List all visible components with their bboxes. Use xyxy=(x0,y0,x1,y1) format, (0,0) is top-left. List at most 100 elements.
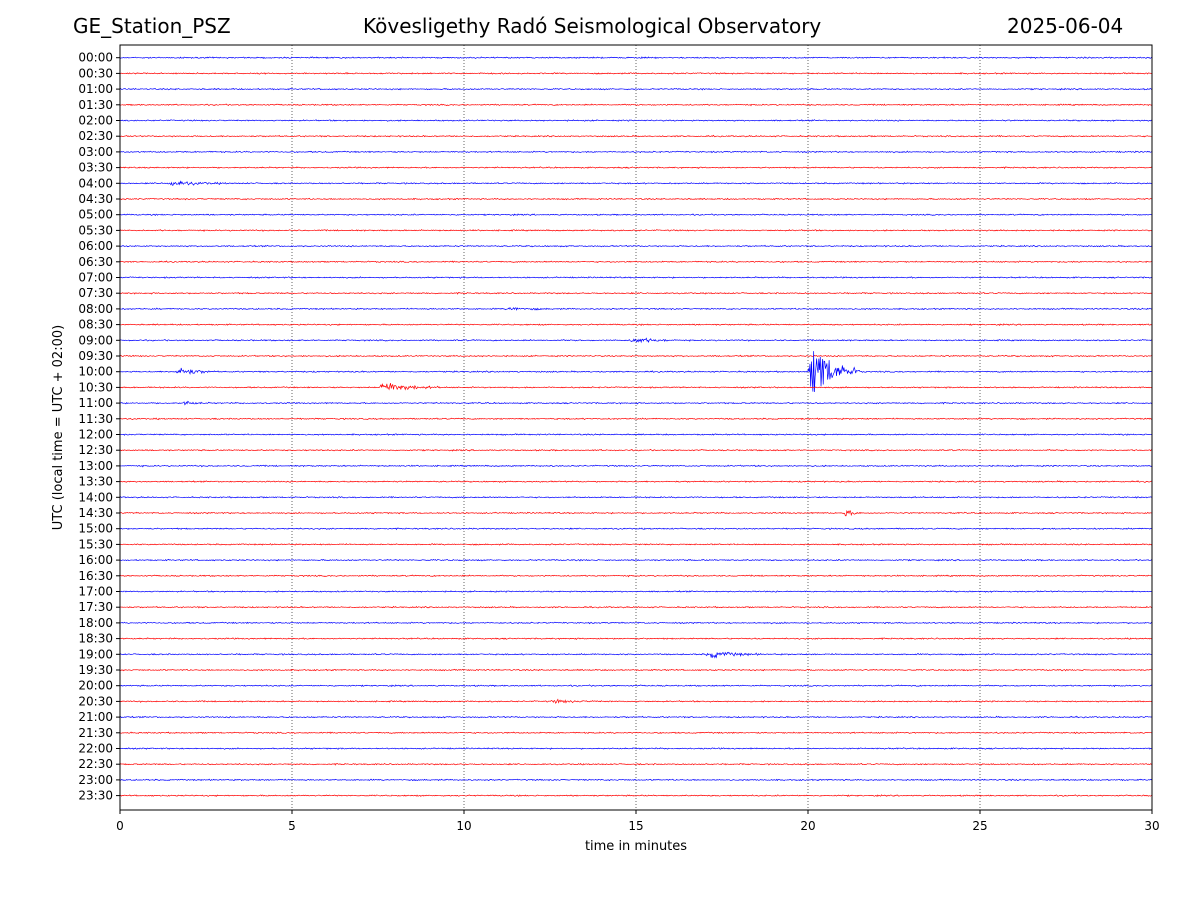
y-tick-label-03:30: 03:30 xyxy=(78,161,113,175)
y-tick-label-03:00: 03:00 xyxy=(78,145,113,159)
grid-lines xyxy=(291,45,981,810)
y-tick-label-06:30: 06:30 xyxy=(78,255,113,269)
x-tick-label: 5 xyxy=(288,819,296,833)
y-tick-label-15:30: 15:30 xyxy=(78,537,113,551)
trace-10:30 xyxy=(119,382,1153,391)
trace-08:00 xyxy=(119,306,1153,311)
y-tick-label-02:30: 02:30 xyxy=(78,129,113,143)
trace-07:30 xyxy=(119,291,1153,295)
trace-12:30 xyxy=(119,448,1153,452)
y-tick-label-10:00: 10:00 xyxy=(78,365,113,379)
station-title: GE_Station_PSZ xyxy=(73,14,231,38)
trace-18:00 xyxy=(119,621,1153,625)
x-tick-label: 10 xyxy=(456,819,471,833)
trace-08:30 xyxy=(119,323,1153,326)
trace-group xyxy=(119,56,1153,797)
trace-00:30 xyxy=(119,72,1153,75)
trace-14:30 xyxy=(119,509,1153,517)
trace-06:00 xyxy=(119,244,1153,248)
trace-11:00 xyxy=(119,400,1153,406)
trace-09:00 xyxy=(119,337,1153,344)
y-tick-label-09:30: 09:30 xyxy=(78,349,113,363)
trace-03:30 xyxy=(119,166,1153,170)
trace-23:00 xyxy=(119,778,1153,782)
date-title: 2025-06-04 xyxy=(1007,14,1124,38)
trace-19:30 xyxy=(119,668,1153,672)
x-tick-label: 0 xyxy=(116,819,124,833)
trace-20:30 xyxy=(119,698,1153,704)
trace-20:00 xyxy=(119,684,1153,688)
y-tick-label-11:00: 11:00 xyxy=(78,396,113,410)
trace-01:30 xyxy=(119,103,1153,107)
y-tick-label-20:30: 20:30 xyxy=(78,694,113,708)
trace-17:00 xyxy=(119,590,1153,593)
trace-22:30 xyxy=(119,762,1153,766)
y-tick-label-11:30: 11:30 xyxy=(78,412,113,426)
trace-04:30 xyxy=(119,197,1153,201)
observatory-title: Kövesligethy Radó Seismological Observat… xyxy=(363,14,822,38)
y-tick-label-18:30: 18:30 xyxy=(78,632,113,646)
y-tick-label-09:00: 09:00 xyxy=(78,333,113,347)
y-axis-label: UTC (local time = UTC + 02:00) xyxy=(51,325,66,530)
x-axis-ticks: 0 5 10 15 20 25 30 xyxy=(116,810,1160,833)
trace-00:00 xyxy=(119,56,1153,60)
y-tick-label-12:30: 12:30 xyxy=(78,443,113,457)
x-tick-label: 30 xyxy=(1144,819,1159,833)
y-tick-label-02:00: 02:00 xyxy=(78,114,113,128)
y-tick-label-20:00: 20:00 xyxy=(78,679,113,693)
x-tick-label: 15 xyxy=(628,819,643,833)
trace-18:30 xyxy=(119,637,1153,641)
y-tick-label-08:00: 08:00 xyxy=(78,302,113,316)
y-tick-label-19:00: 19:00 xyxy=(78,647,113,661)
y-tick-label-17:00: 17:00 xyxy=(78,585,113,599)
trace-02:30 xyxy=(119,134,1153,138)
y-tick-label-04:30: 04:30 xyxy=(78,192,113,206)
y-tick-label-23:00: 23:00 xyxy=(78,773,113,787)
y-tick-label-00:30: 00:30 xyxy=(78,66,113,80)
trace-22:00 xyxy=(119,747,1153,750)
y-tick-label-16:00: 16:00 xyxy=(78,553,113,567)
y-tick-label-21:00: 21:00 xyxy=(78,710,113,724)
y-tick-label-07:00: 07:00 xyxy=(78,271,113,285)
trace-17:30 xyxy=(119,605,1153,609)
y-tick-label-14:30: 14:30 xyxy=(78,506,113,520)
trace-21:30 xyxy=(119,731,1153,735)
y-tick-label-16:30: 16:30 xyxy=(78,569,113,583)
trace-16:30 xyxy=(119,574,1153,578)
y-tick-label-00:00: 00:00 xyxy=(78,51,113,65)
trace-19:00 xyxy=(119,651,1153,659)
y-tick-label-05:30: 05:30 xyxy=(78,223,113,237)
y-tick-label-04:00: 04:00 xyxy=(78,176,113,190)
y-tick-label-19:30: 19:30 xyxy=(78,663,113,677)
trace-01:00 xyxy=(119,87,1153,91)
y-tick-label-22:30: 22:30 xyxy=(78,757,113,771)
trace-07:00 xyxy=(119,276,1153,279)
trace-03:00 xyxy=(119,150,1153,154)
trace-12:00 xyxy=(119,433,1153,436)
y-tick-label-15:00: 15:00 xyxy=(78,522,113,536)
y-tick-label-22:00: 22:00 xyxy=(78,742,113,756)
trace-06:30 xyxy=(119,260,1153,264)
y-tick-label-05:00: 05:00 xyxy=(78,208,113,222)
y-tick-label-10:30: 10:30 xyxy=(78,380,113,394)
y-tick-label-01:00: 01:00 xyxy=(78,82,113,96)
trace-04:00 xyxy=(119,180,1153,186)
y-tick-label-21:30: 21:30 xyxy=(78,726,113,740)
trace-05:30 xyxy=(119,229,1153,232)
x-axis-label: time in minutes xyxy=(585,839,687,854)
trace-15:30 xyxy=(119,543,1153,546)
x-tick-label: 25 xyxy=(972,819,987,833)
trace-13:30 xyxy=(119,480,1153,483)
y-tick-label-07:30: 07:30 xyxy=(78,286,113,300)
trace-14:00 xyxy=(119,495,1153,499)
trace-21:00 xyxy=(119,715,1153,719)
trace-09:30 xyxy=(119,354,1153,358)
trace-15:00 xyxy=(119,527,1153,531)
y-tick-label-14:00: 14:00 xyxy=(78,490,113,504)
y-tick-label-13:00: 13:00 xyxy=(78,459,113,473)
y-tick-label-13:30: 13:30 xyxy=(78,475,113,489)
x-tick-label: 20 xyxy=(800,819,815,833)
y-tick-label-17:30: 17:30 xyxy=(78,600,113,614)
y-tick-label-08:30: 08:30 xyxy=(78,318,113,332)
